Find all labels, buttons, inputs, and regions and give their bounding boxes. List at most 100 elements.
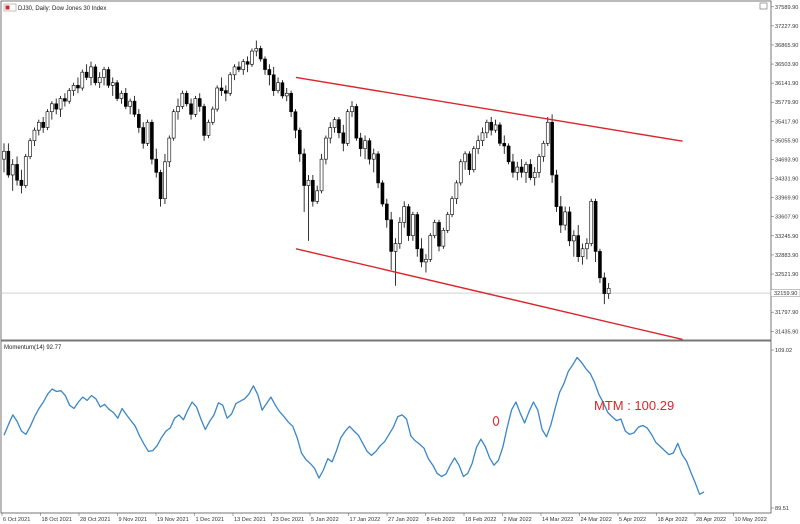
price-tick-label: 32883.90 bbox=[775, 253, 798, 259]
candle-body bbox=[128, 100, 132, 107]
candle bbox=[363, 135, 367, 160]
candle-body bbox=[302, 153, 306, 186]
candle-body bbox=[80, 71, 85, 89]
candle bbox=[6, 143, 11, 178]
candle bbox=[345, 109, 350, 146]
candle-body bbox=[332, 119, 337, 128]
candle-body bbox=[432, 222, 437, 236]
candle bbox=[202, 103, 206, 141]
candle bbox=[358, 132, 363, 157]
candle bbox=[206, 119, 211, 139]
last-price-marker bbox=[770, 289, 800, 297]
candle-body bbox=[389, 219, 393, 252]
candle bbox=[211, 106, 215, 125]
candle-body bbox=[50, 103, 54, 113]
candle-body bbox=[124, 92, 128, 107]
candle bbox=[263, 56, 267, 75]
candle-body bbox=[424, 259, 428, 263]
candle-body bbox=[19, 179, 24, 186]
candle bbox=[515, 161, 520, 181]
candle-body bbox=[493, 124, 498, 131]
candle-body bbox=[485, 121, 489, 134]
candle bbox=[132, 95, 137, 117]
candle bbox=[219, 77, 224, 96]
candle bbox=[76, 77, 80, 94]
candle bbox=[441, 227, 446, 249]
candle bbox=[489, 116, 494, 136]
candle-body bbox=[167, 137, 172, 163]
candle-body bbox=[36, 121, 41, 131]
candle bbox=[563, 206, 567, 231]
candle-body bbox=[589, 201, 594, 244]
candle bbox=[10, 159, 15, 191]
candle-body bbox=[219, 87, 224, 91]
candle-body bbox=[180, 92, 185, 107]
candle-body bbox=[476, 140, 480, 149]
candle bbox=[328, 122, 333, 144]
chart-title: DJ30, Daily: Dow Jones 30 Index bbox=[18, 6, 106, 12]
candle bbox=[193, 95, 198, 117]
candle-body bbox=[380, 182, 385, 205]
candle-body bbox=[54, 103, 59, 110]
candle-body bbox=[67, 90, 72, 102]
candle bbox=[297, 127, 302, 162]
candle-body bbox=[367, 140, 372, 160]
candle-body bbox=[554, 174, 559, 207]
candle-body bbox=[171, 111, 176, 139]
candle bbox=[141, 122, 145, 149]
candle bbox=[589, 198, 594, 247]
symbol-icon bbox=[3, 3, 17, 12]
candle-body bbox=[406, 206, 411, 236]
candle bbox=[58, 95, 63, 117]
candle bbox=[258, 45, 263, 62]
candle-body bbox=[45, 111, 50, 128]
time-tick-label: 24 Mar 2022 bbox=[581, 517, 612, 523]
channel-line bbox=[295, 76, 683, 142]
candle-body bbox=[606, 288, 611, 294]
candle-body bbox=[471, 148, 476, 171]
candle bbox=[45, 109, 50, 131]
candle-body bbox=[515, 166, 520, 173]
candle bbox=[93, 64, 98, 86]
candle bbox=[124, 87, 128, 110]
candle-body bbox=[271, 74, 276, 91]
candle-body bbox=[524, 164, 528, 173]
candle bbox=[415, 211, 420, 257]
candle bbox=[176, 98, 180, 120]
mtm-annotation-marker bbox=[492, 415, 500, 427]
candle bbox=[580, 243, 585, 265]
candle bbox=[424, 254, 428, 273]
window-icon[interactable] bbox=[759, 2, 768, 10]
price-tick-label: 34693.90 bbox=[775, 157, 798, 163]
candle-body bbox=[315, 190, 320, 202]
price-tick-label: 35779.90 bbox=[775, 100, 798, 106]
candle-body bbox=[498, 124, 502, 144]
momentum-tick-label: 89.51 bbox=[775, 506, 789, 512]
candle bbox=[36, 119, 41, 136]
candle bbox=[180, 90, 185, 110]
candle-body bbox=[15, 164, 19, 181]
candle-body bbox=[115, 82, 119, 99]
candle bbox=[80, 69, 85, 91]
candle bbox=[2, 143, 6, 173]
time-tick-label: 1 Dec 2021 bbox=[196, 517, 225, 523]
price-tick-label: 32521.90 bbox=[775, 272, 798, 278]
candle-body bbox=[519, 166, 524, 173]
candle-body bbox=[398, 222, 402, 244]
candle bbox=[302, 148, 306, 212]
candle bbox=[28, 138, 32, 160]
last-price-label: 32159.90 bbox=[774, 291, 797, 297]
candle bbox=[389, 211, 393, 270]
candle bbox=[476, 135, 480, 154]
price-tick-label: 37227.90 bbox=[775, 24, 798, 30]
candle-body bbox=[567, 211, 572, 242]
candle bbox=[545, 116, 550, 146]
candle bbox=[554, 169, 559, 212]
candle bbox=[167, 135, 172, 168]
candle-body bbox=[58, 98, 63, 110]
candle-body bbox=[480, 132, 485, 142]
candle bbox=[537, 153, 541, 178]
candle-body bbox=[585, 243, 589, 250]
candle-body bbox=[345, 111, 350, 144]
time-tick-label: 28 Oct 2021 bbox=[80, 517, 110, 523]
